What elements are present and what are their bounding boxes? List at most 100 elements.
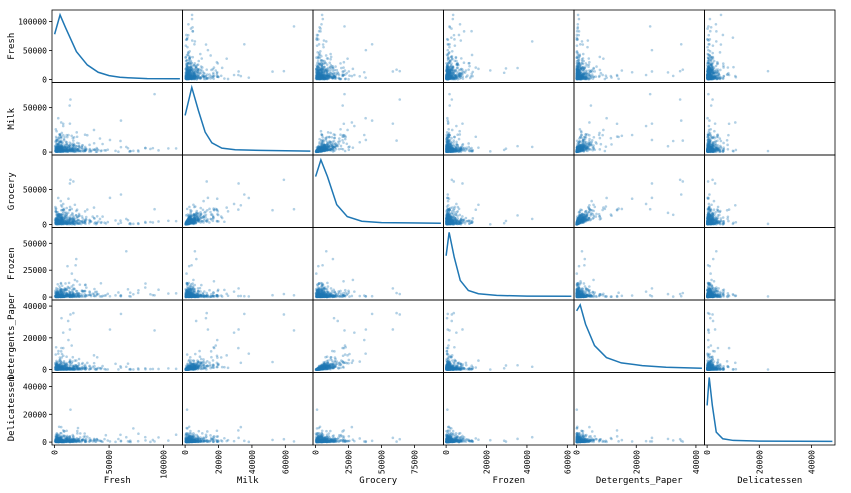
scatter-point — [446, 121, 450, 124]
scatter-point — [615, 122, 619, 126]
scatter-point — [239, 74, 243, 78]
scatter-point — [187, 72, 190, 76]
scatter-point — [347, 70, 351, 73]
scatter-point — [194, 71, 198, 74]
scatter-point — [315, 44, 319, 47]
scatter-point — [343, 69, 347, 72]
scatter-point — [318, 75, 321, 79]
scatter-point — [189, 68, 193, 72]
scatter-point — [195, 66, 198, 70]
scatter-point — [319, 58, 323, 62]
scatter-point — [602, 128, 605, 132]
scatter-point — [329, 131, 332, 135]
scatter-point — [620, 134, 624, 138]
scatter-point — [193, 74, 197, 77]
scatter-point — [461, 68, 464, 71]
scatter-point — [316, 73, 319, 77]
scatter-point — [317, 75, 320, 79]
scatter-point — [320, 75, 324, 78]
scatter-point — [185, 68, 189, 72]
scatter-point — [713, 70, 716, 73]
scatter-point — [391, 70, 395, 73]
scatter-point — [343, 73, 347, 76]
scatter-point — [185, 74, 189, 78]
scatter-point — [188, 76, 192, 80]
scatter-point — [343, 137, 347, 141]
scatter-point — [198, 71, 202, 75]
scatter-point — [579, 129, 583, 133]
scatter-point — [320, 22, 323, 26]
scatter-point — [316, 57, 320, 60]
scatter-point — [188, 71, 192, 75]
scatter-point — [333, 145, 337, 148]
scatter-point — [650, 138, 654, 142]
scatter-point — [59, 204, 63, 207]
scatter-point — [185, 74, 189, 78]
scatter-point — [338, 139, 342, 143]
panel-Milk-vs-Detergents_Paper — [573, 82, 705, 156]
scatter-point — [187, 73, 191, 77]
scatter-point — [56, 116, 60, 120]
scatter-point — [587, 63, 591, 66]
scatter-point — [119, 193, 123, 196]
scatter-point — [317, 38, 320, 41]
scatter-point — [322, 77, 325, 80]
scatter-point — [187, 66, 191, 70]
scatter-point — [117, 222, 120, 226]
scatter-point — [188, 68, 192, 72]
panel-Milk-vs-Milk — [182, 82, 314, 156]
scatter-point — [678, 69, 682, 73]
scatter-point — [55, 129, 58, 133]
scatter-point — [192, 73, 196, 76]
scatter-point — [187, 74, 191, 78]
scatter-point — [320, 68, 324, 71]
scatter-point — [620, 69, 624, 72]
scatter-point — [504, 67, 508, 70]
scatter-point — [192, 77, 196, 80]
scatter-point — [337, 77, 341, 80]
scatter-point — [315, 66, 319, 69]
scatter-point — [186, 76, 190, 80]
scatter-point — [186, 70, 190, 73]
scatter-point — [466, 74, 469, 77]
scatter-point — [470, 53, 474, 57]
scatter-point — [190, 76, 193, 79]
scatter-point — [226, 77, 230, 81]
scatter-point — [192, 71, 196, 75]
scatter-point — [452, 139, 456, 142]
scatter-point — [331, 76, 335, 80]
scatter-point — [167, 147, 170, 150]
scatter-point — [185, 71, 189, 75]
scatter-point — [184, 77, 188, 81]
scatter-point — [708, 54, 712, 58]
scatter-point — [225, 206, 228, 209]
scatter-point — [333, 76, 336, 79]
scatter-point — [333, 74, 336, 78]
scatter-point — [86, 208, 89, 211]
scatter-point — [709, 127, 713, 131]
scatter-point — [446, 48, 450, 52]
scatter-point — [318, 56, 322, 60]
scatter-point — [706, 69, 710, 73]
scatter-point — [318, 74, 321, 78]
scatter-point — [398, 98, 402, 101]
scatter-point — [98, 217, 102, 221]
scatter-point — [466, 147, 469, 151]
scatter-point — [216, 62, 220, 65]
scatter-point — [725, 73, 729, 76]
scatter-point — [461, 77, 465, 80]
scatter-point — [711, 98, 714, 101]
scatter-point — [92, 206, 96, 209]
scatter-point — [184, 77, 188, 80]
panel-Grocery-vs-Fresh — [51, 154, 183, 228]
scatter-point — [317, 74, 321, 78]
scatter-point — [199, 69, 203, 73]
scatter-point — [316, 72, 319, 75]
scatter-point — [457, 33, 461, 37]
scatter-point — [323, 59, 326, 63]
scatter-point — [583, 67, 586, 70]
scatter-point — [395, 139, 398, 142]
scatter-point — [187, 74, 190, 77]
scatter-point — [190, 67, 193, 71]
scatter-point — [185, 37, 189, 41]
